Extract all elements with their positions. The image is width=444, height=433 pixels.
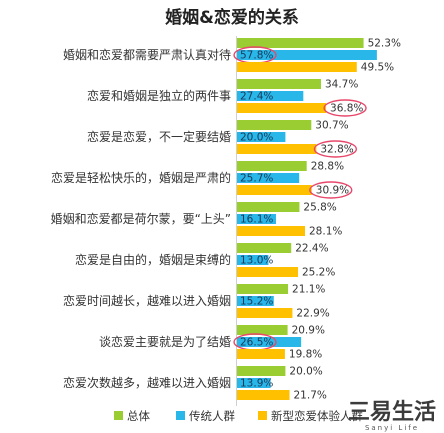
category-label: 恋爱是轻松快乐的，婚姻是严肃的 xyxy=(51,170,231,185)
data-label: 49.5% xyxy=(361,62,394,74)
data-label: 25.7% xyxy=(240,173,273,185)
bar xyxy=(237,378,271,388)
legend-label: 总体 xyxy=(127,409,150,423)
data-label: 27.4% xyxy=(240,91,273,103)
bar xyxy=(237,202,300,212)
data-label: 32.8% xyxy=(320,144,353,156)
data-label: 20.0% xyxy=(289,366,322,378)
category-label: 恋爱次数越多，越难以进入婚姻 xyxy=(63,375,231,390)
bar xyxy=(237,120,312,130)
bar xyxy=(237,62,357,72)
data-label: 13.9% xyxy=(240,378,273,390)
bar xyxy=(237,308,293,318)
legend-swatch xyxy=(114,411,123,420)
highlight-ellipse xyxy=(323,99,367,117)
bar xyxy=(237,132,286,142)
bar xyxy=(237,243,292,253)
bar xyxy=(237,390,290,400)
bar xyxy=(237,185,312,195)
legend: 总体 传统人群 新型恋爱体验人群 xyxy=(114,409,363,423)
bar xyxy=(237,255,269,265)
legend-swatch xyxy=(258,411,267,420)
legend-label: 传统人群 xyxy=(189,409,235,423)
data-label: 20.0% xyxy=(240,132,273,144)
bar xyxy=(237,296,274,306)
bar xyxy=(237,366,286,376)
bar xyxy=(237,91,304,101)
bar xyxy=(237,173,300,183)
category-label: 恋爱是自由的，婚姻是束缚的 xyxy=(75,252,231,267)
data-label: 30.9% xyxy=(316,185,349,197)
bar xyxy=(237,38,364,48)
bar xyxy=(237,214,276,224)
legend-label: 新型恋爱体验人群 xyxy=(271,409,363,423)
bar xyxy=(237,103,327,113)
category-label: 恋爱和婚姻是独立的两件事 xyxy=(87,88,231,103)
data-label: 26.5% xyxy=(240,337,273,349)
bar xyxy=(237,325,288,335)
data-label: 13.0% xyxy=(240,255,273,267)
data-label: 25.8% xyxy=(303,202,336,214)
watermark: 三易生活 Sanyi Life xyxy=(348,400,436,432)
watermark-text: 三易生活 xyxy=(348,400,436,425)
bar xyxy=(237,284,289,294)
bar xyxy=(237,161,307,171)
data-label: 28.1% xyxy=(309,226,342,238)
data-label: 57.8% xyxy=(240,50,273,62)
bar xyxy=(237,337,302,347)
bar xyxy=(237,144,317,154)
data-label: 22.4% xyxy=(295,243,328,255)
category-label: 婚姻和恋爱都需要严肃认真对待 xyxy=(63,47,231,62)
data-label: 30.7% xyxy=(315,120,348,132)
data-label: 34.7% xyxy=(325,79,358,91)
legend-swatch xyxy=(176,411,185,420)
data-label: 28.8% xyxy=(311,161,344,173)
highlight-ellipse xyxy=(313,140,358,158)
watermark-sub: Sanyi Life xyxy=(365,424,419,432)
data-label: 15.2% xyxy=(240,296,273,308)
highlight-ellipse xyxy=(309,181,353,199)
bar xyxy=(237,226,306,236)
bar xyxy=(237,349,285,359)
category-label: 谈恋爱主要就是为了结婚 xyxy=(99,334,231,349)
data-label: 25.2% xyxy=(302,267,335,279)
bar xyxy=(237,50,377,60)
category-label: 婚姻和恋爱都是荷尔蒙，要“上头” xyxy=(51,211,231,226)
bars-layer: 婚姻和恋爱都需要严肃认真对待 52.3% 57.8% 49.5% 恋爱和婚姻是独立的两件… xyxy=(51,38,401,402)
data-label: 16.1% xyxy=(240,214,273,226)
chart-title: 婚姻&恋爱的关系 xyxy=(165,7,299,28)
data-label: 19.8% xyxy=(289,349,322,361)
bar xyxy=(237,79,321,89)
data-label: 36.8% xyxy=(330,103,363,115)
data-label: 21.1% xyxy=(292,284,325,296)
data-label: 20.9% xyxy=(292,325,325,337)
bar xyxy=(237,267,298,277)
category-label: 恋爱是恋爱，不一定要结婚 xyxy=(87,129,231,144)
data-label: 52.3% xyxy=(368,38,401,50)
category-label: 恋爱时间越长，越难以进入婚姻 xyxy=(63,293,231,308)
data-label: 21.7% xyxy=(294,390,327,402)
data-label: 22.9% xyxy=(296,308,329,320)
